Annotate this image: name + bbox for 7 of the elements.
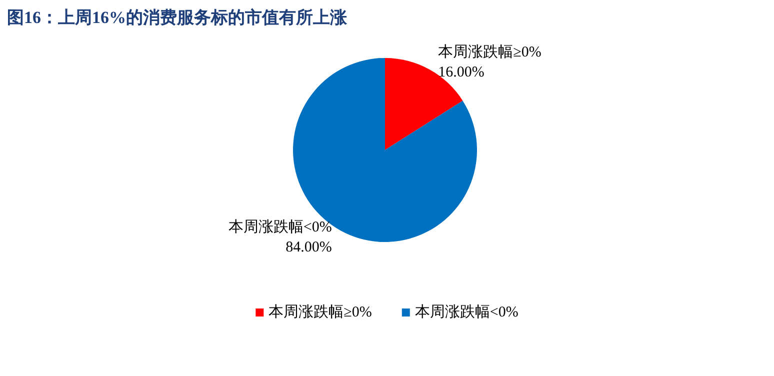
slice-label: 本周涨跌幅≥0% [438,43,542,60]
legend-label: 本周涨跌幅<0% [414,304,518,320]
data-label: 16.00% [438,64,484,80]
data-label: 84.00% [286,240,332,256]
slice-label: 本周涨跌幅<0% [228,218,332,236]
legend-label: 本周涨跌幅≥0% [268,304,372,320]
chart-title: 图16：上周16%的消费服务标的市值有所上涨 [7,8,348,27]
